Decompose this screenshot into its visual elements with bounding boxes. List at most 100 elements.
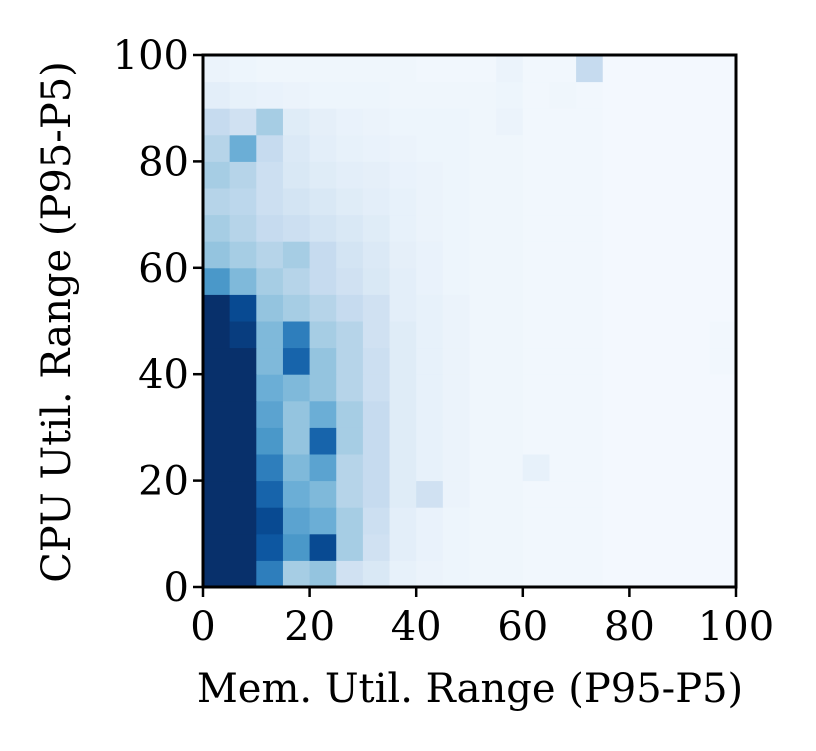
heatmap-cell <box>309 507 337 535</box>
heatmap-cell <box>549 267 577 295</box>
heatmap-cell <box>389 267 417 295</box>
heatmap-cell <box>549 321 577 349</box>
heatmap-cell <box>469 108 497 136</box>
heatmap-cell <box>656 214 684 242</box>
heatmap-cell <box>682 533 710 561</box>
heatmap-cell <box>576 454 604 482</box>
heatmap-cell <box>656 108 684 136</box>
heatmap-cell <box>282 108 311 136</box>
heatmap-cell <box>389 134 417 162</box>
heatmap-cell <box>336 454 364 482</box>
heatmap-cell <box>203 161 231 189</box>
heatmap-cell <box>282 214 311 242</box>
heatmap-cell <box>522 480 550 508</box>
heatmap-cell <box>682 427 710 455</box>
heatmap-cell <box>469 454 497 482</box>
heatmap-cell <box>229 108 257 136</box>
heatmap-cell <box>576 374 604 402</box>
heatmap-cell <box>362 294 391 322</box>
heatmap-cell <box>576 81 604 109</box>
heatmap-cell <box>309 81 337 109</box>
heatmap-cell <box>709 134 737 162</box>
heatmap-cell <box>282 347 311 375</box>
x-tick-label: 80 <box>604 604 655 650</box>
heatmap-cell <box>656 454 684 482</box>
heatmap-cell <box>656 427 684 455</box>
heatmap-cell <box>309 214 337 242</box>
x-tick-label: 100 <box>698 604 774 650</box>
heatmap-cell <box>602 400 630 428</box>
heatmap-cell <box>416 294 444 322</box>
heatmap-cell <box>709 161 737 189</box>
heatmap-cell <box>256 241 284 269</box>
heatmap-cell <box>496 480 524 508</box>
heatmap-cell <box>389 374 417 402</box>
heatmap-cell <box>522 214 550 242</box>
heatmap-cell <box>576 161 604 189</box>
heatmap-cell <box>656 55 684 83</box>
y-tick-label: 20 <box>138 459 189 505</box>
heatmap-cell <box>362 560 391 588</box>
heatmap-cell <box>229 480 257 508</box>
heatmap-cell <box>282 454 311 482</box>
heatmap-cell <box>469 161 497 189</box>
heatmap-cell <box>709 347 737 375</box>
heatmap-cell <box>549 81 577 109</box>
heatmap-cell <box>309 400 337 428</box>
heatmap-cell <box>416 188 444 216</box>
heatmap-cell <box>682 161 710 189</box>
heatmap-cell <box>629 400 657 428</box>
heatmap-cell <box>602 161 630 189</box>
heatmap-cell <box>549 427 577 455</box>
heatmap-cell <box>709 454 737 482</box>
heatmap-cell <box>522 400 550 428</box>
heatmap-cell <box>389 427 417 455</box>
heatmap-cell <box>442 507 470 535</box>
heatmap-cell <box>229 374 257 402</box>
heatmap-cell <box>229 507 257 535</box>
heatmap-cell <box>576 214 604 242</box>
heatmap-cell <box>203 374 231 402</box>
x-axis-label: Mem. Util. Range (P95-P5) <box>197 666 743 712</box>
heatmap-cell <box>682 108 710 136</box>
heatmap-cell <box>629 267 657 295</box>
heatmap-cell <box>336 294 364 322</box>
heatmap-cell <box>229 161 257 189</box>
heatmap-cell <box>389 533 417 561</box>
heatmap-cell <box>522 294 550 322</box>
heatmap-cell <box>229 267 257 295</box>
heatmap-cell <box>469 214 497 242</box>
heatmap-cell <box>602 321 630 349</box>
heatmap-cell <box>549 560 577 588</box>
heatmap-cell <box>336 81 364 109</box>
heatmap-cell <box>362 214 391 242</box>
heatmap-cell <box>709 108 737 136</box>
heatmap-cell <box>629 108 657 136</box>
heatmap-cell <box>442 267 470 295</box>
heatmap-cell <box>709 267 737 295</box>
heatmap-cell <box>496 321 524 349</box>
heatmap-cell <box>522 507 550 535</box>
heatmap-cell <box>682 134 710 162</box>
heatmap-cell <box>442 347 470 375</box>
heatmap-cell <box>709 427 737 455</box>
heatmap-cell <box>682 560 710 588</box>
heatmap-cell <box>496 294 524 322</box>
heatmap-cell <box>629 374 657 402</box>
heatmap-cell <box>309 108 337 136</box>
heatmap-cell <box>442 321 470 349</box>
heatmap-cell <box>656 347 684 375</box>
heatmap-cell <box>362 374 391 402</box>
heatmap-cell <box>203 241 231 269</box>
heatmap-cell <box>576 241 604 269</box>
heatmap-cell <box>549 400 577 428</box>
heatmap-cell <box>416 321 444 349</box>
heatmap-cell <box>549 533 577 561</box>
heatmap-cell <box>229 400 257 428</box>
heatmap-cell <box>203 294 231 322</box>
heatmap-cell <box>576 267 604 295</box>
heatmap-cell <box>256 533 284 561</box>
heatmap-cell <box>229 321 257 349</box>
heatmap-cell <box>549 214 577 242</box>
